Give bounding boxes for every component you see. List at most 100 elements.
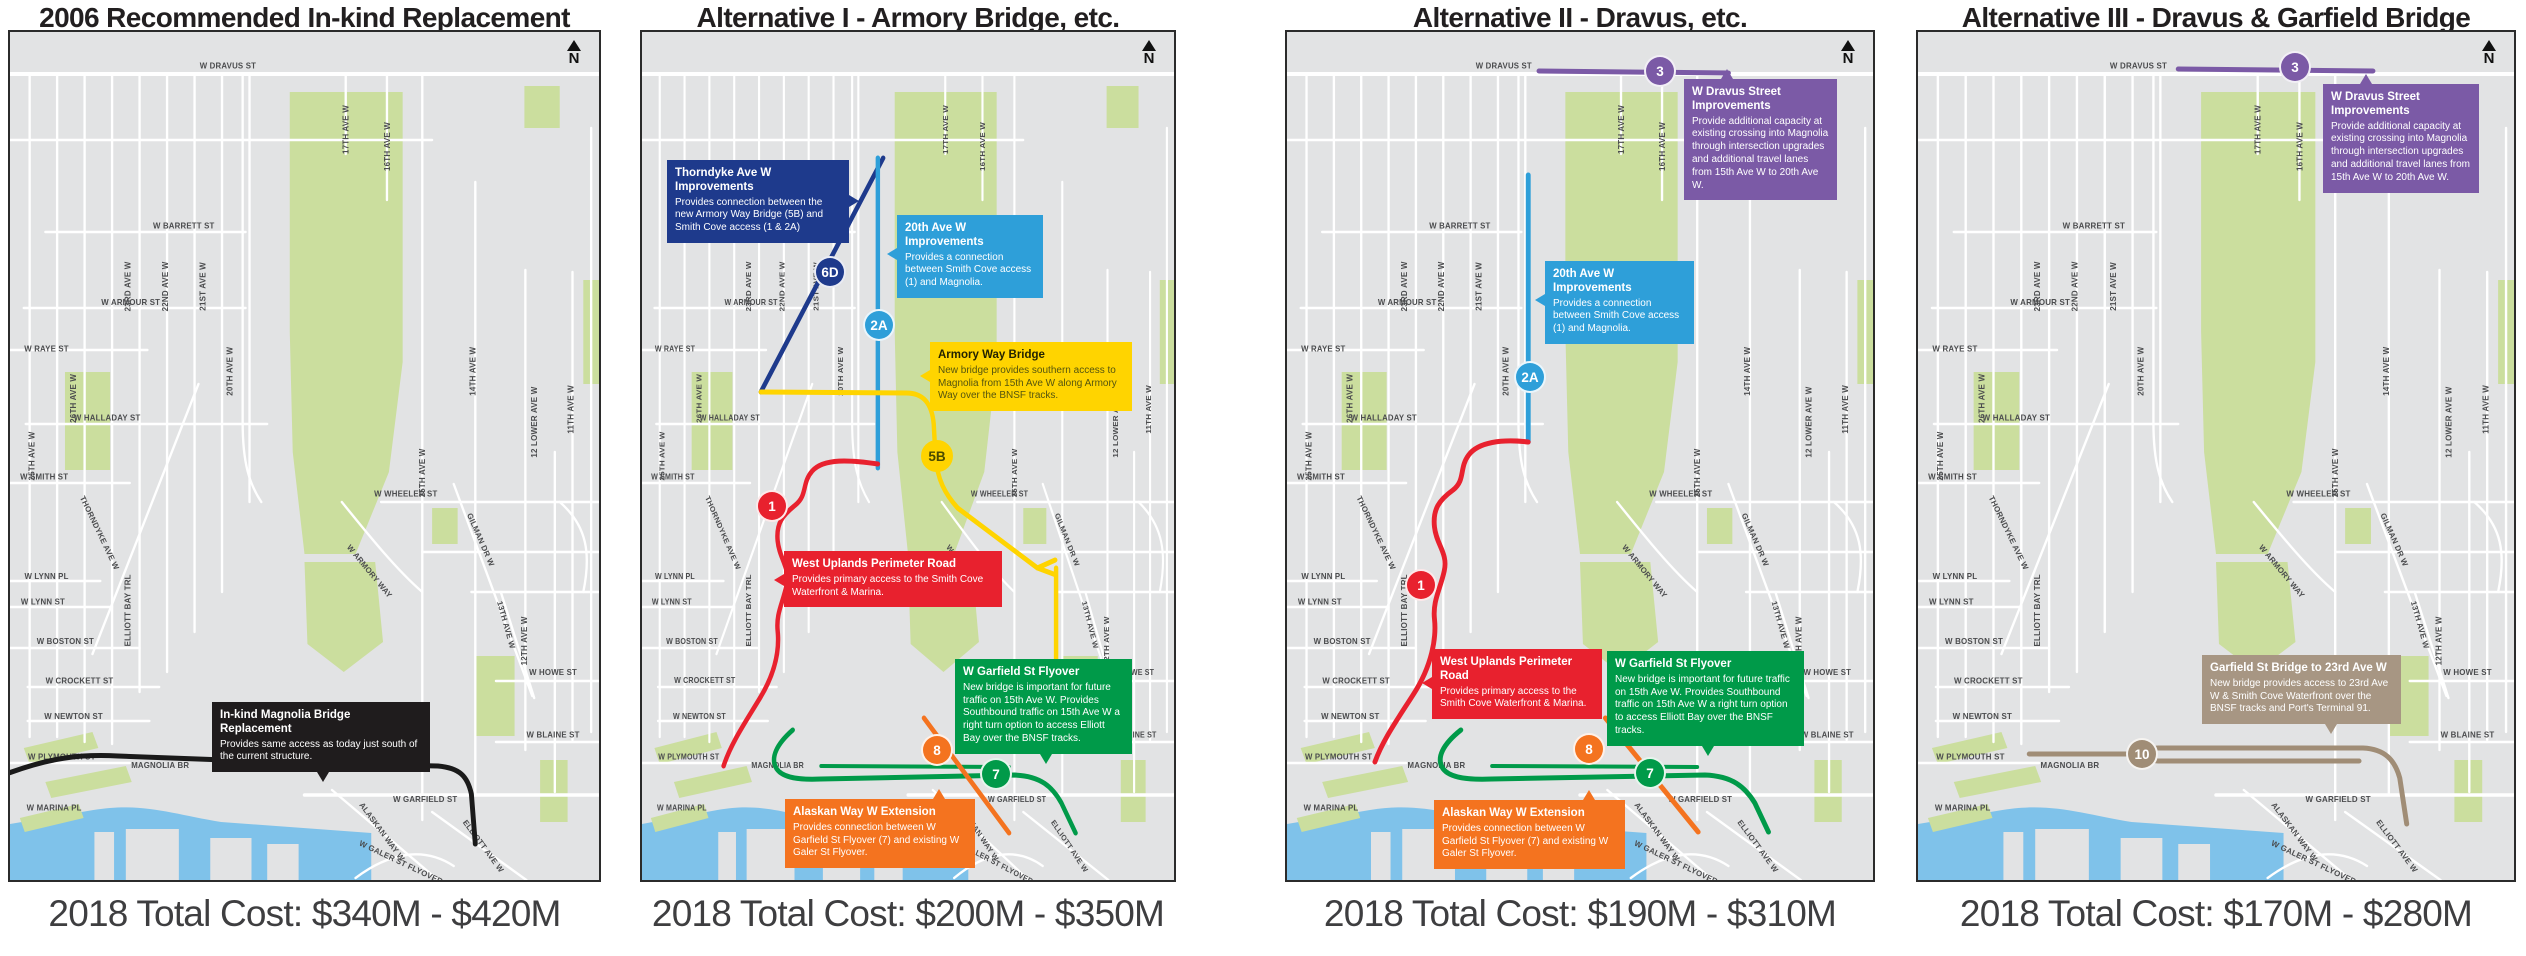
- street-label: 26TH AVE W: [695, 373, 703, 423]
- street-label: W PLYMOUTH ST: [1936, 753, 2004, 762]
- street-label: 22ND AVE W: [778, 261, 786, 312]
- street-label: MAGNOLIA BR: [2041, 761, 2100, 770]
- street-label: W BARRETT ST: [2063, 222, 2125, 231]
- street-label: W DRAVUS ST: [1476, 61, 1532, 70]
- park: [2345, 508, 2371, 544]
- route-overlays: [10, 753, 478, 847]
- street-label: W LYNN ST: [652, 597, 692, 607]
- street-label: W BOSTON ST: [37, 637, 94, 646]
- street-label: 22ND AVE W: [1437, 261, 1446, 311]
- street-label: 16TH AVE W: [979, 121, 987, 171]
- street-label: 21ST AVE W: [1475, 262, 1484, 311]
- total-cost: 2018 Total Cost: $190M - $310M: [1323, 893, 1837, 934]
- street-label: W RAYE ST: [655, 344, 695, 354]
- street-label: W HOWE ST: [2443, 668, 2492, 677]
- callout-20th-ave: 20th Ave W Improvements Provides a conne…: [1535, 261, 1694, 344]
- street-label: W GARFIELD ST: [2306, 795, 2371, 804]
- total-cost: 2018 Total Cost: $170M - $280M: [1959, 893, 2473, 934]
- badge-7: 7: [980, 758, 1012, 790]
- street-label: 12 LOWER AVE W: [530, 386, 539, 457]
- street-label: W DRAVUS ST: [200, 61, 256, 70]
- street-label: 17TH AVE W: [1617, 105, 1626, 154]
- north-arrow-icon: [567, 40, 581, 51]
- north-arrow: N: [1837, 40, 1859, 67]
- street-label: W PLYMOUTH ST: [1305, 753, 1372, 762]
- street-label: W GARFIELD ST: [988, 795, 1046, 805]
- pier: [267, 844, 299, 880]
- street-label: 15TH AVE W: [2331, 448, 2340, 497]
- street-label: 12TH AVE W: [1795, 616, 1804, 665]
- street-label: ELLIOTT BAY TRL: [1400, 574, 1409, 646]
- park: [432, 508, 458, 544]
- street-label: W NEWTON ST: [1953, 712, 2012, 721]
- street-label: ELLIOTT BAY TRL: [2033, 574, 2042, 646]
- badge-8: 8: [1573, 733, 1605, 765]
- street-label: W BARRETT ST: [153, 222, 215, 231]
- park: [23, 732, 99, 764]
- route-garfield-flyover: [771, 727, 1078, 836]
- park: [64, 372, 111, 470]
- callout-garfield-bridge-23rd: Garfield St Bridge to 23rd Ave W New bri…: [2202, 655, 2401, 735]
- badge-2a: 2A: [863, 309, 895, 341]
- panel-2006-inkind: 2006 Recommended In-kind Replacement W D…: [8, 0, 601, 956]
- callout-20th-ave: 20th Ave W Improvements Provides a conne…: [887, 215, 1043, 298]
- callout-dravus: W Dravus Street Improvements Provide add…: [2323, 74, 2479, 193]
- callout-inkind-replacement: In-kind Magnolia Bridge Replacement Prov…: [212, 702, 430, 783]
- street-label: W WHEELER ST: [971, 489, 1028, 499]
- street-label: W MARINA PL: [1304, 803, 1359, 812]
- park: [1927, 804, 1993, 832]
- badge-3: 3: [1644, 55, 1676, 87]
- street-label: 21ST AVE W: [2109, 262, 2118, 311]
- street-label: 16TH AVE W: [383, 122, 392, 171]
- street-label: 17TH AVE W: [941, 104, 949, 154]
- street-label: 23RD AVE W: [744, 261, 752, 312]
- park: [1580, 562, 1659, 672]
- park: [45, 766, 132, 798]
- north-arrow-icon: [1841, 40, 1855, 51]
- street-label: W SMITH ST: [651, 472, 695, 482]
- panel-title: Alternative II - Dravus, etc.: [1412, 2, 1748, 33]
- street-label: 26TH AVE W: [1346, 373, 1355, 422]
- pier: [210, 838, 252, 880]
- street-label: 26TH AVE W: [69, 373, 78, 422]
- callout-garfield-flyover: W Garfield St Flyover New bridge is impo…: [1607, 651, 1804, 756]
- street-label: MAGNOLIA BR: [1408, 761, 1466, 770]
- street-label: W ARMOUR ST: [101, 298, 160, 307]
- street-label: 14TH AVE W: [1743, 346, 1752, 395]
- street-label: 12TH AVE W: [2434, 616, 2443, 665]
- park: [304, 562, 384, 672]
- street-label: MAGNOLIA BR: [131, 761, 189, 770]
- park: [1023, 508, 1047, 544]
- park: [2216, 562, 2296, 672]
- callout-armory-way-bridge: Armory Way Bridge New bridge provides so…: [920, 342, 1132, 412]
- pier: [1370, 832, 1391, 880]
- street-label: 12 LOWER AVE W: [1112, 386, 1120, 458]
- route-garfield-flyover-inner: [1490, 764, 1700, 769]
- street-label: 12 LOWER AVE W: [2444, 386, 2453, 457]
- pier: [2120, 838, 2163, 880]
- street-label: W DRAVUS ST: [2110, 61, 2167, 70]
- street-label: W CROCKETT ST: [1954, 676, 2023, 685]
- street-label: W SMITH ST: [1928, 473, 1977, 482]
- panel-title: Alternative III - Dravus & Garfield Brid…: [1961, 2, 2471, 33]
- street-label: W MARINA PL: [657, 803, 707, 813]
- street-label: W MARINA PL: [27, 803, 82, 812]
- pier: [94, 832, 115, 880]
- badge-1: 1: [756, 490, 788, 522]
- street-label: W WHEELER ST: [2286, 490, 2350, 499]
- panel-alternative-2: Alternative II - Dravus, etc. W DRAVUS S…: [1285, 0, 1875, 956]
- park: [1706, 508, 1733, 544]
- street-label: 20TH AVE W: [2136, 346, 2145, 395]
- street-label: W MARINA PL: [1935, 803, 1991, 812]
- park: [691, 372, 733, 470]
- park: [1322, 766, 1409, 798]
- pier: [2035, 829, 2089, 880]
- street-label: 11TH AVE W: [1841, 385, 1850, 434]
- street-label: W NEWTON ST: [1321, 712, 1379, 721]
- street-label: 11TH AVE W: [2481, 385, 2490, 434]
- street-label: 11TH AVE W: [1145, 384, 1153, 433]
- callout-west-uplands: West Uplands Perimeter Road Provides pri…: [1422, 649, 1602, 720]
- street-label: W LYNN PL: [655, 572, 695, 582]
- street-label: 23RD AVE W: [124, 261, 133, 311]
- street-label: W PLYMOUTH ST: [658, 752, 719, 762]
